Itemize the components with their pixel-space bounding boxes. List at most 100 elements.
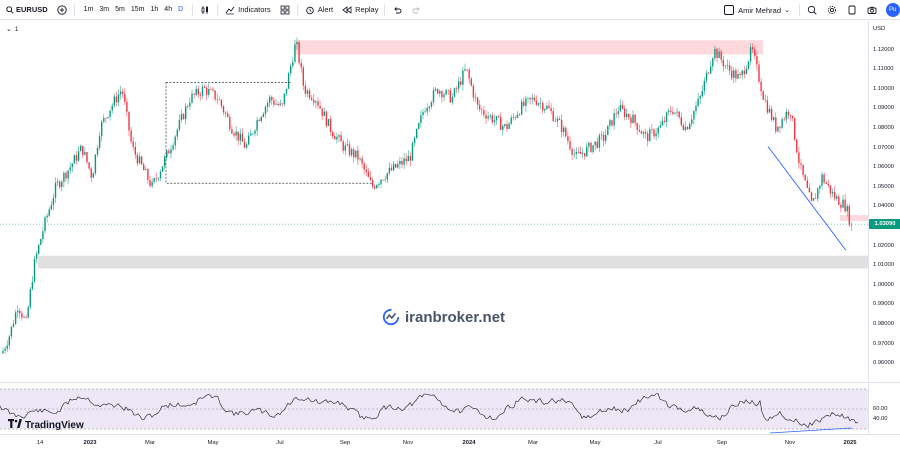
candle-body	[781, 119, 783, 128]
time-tick-label: 2024	[462, 440, 476, 446]
timeframe-D[interactable]: D	[178, 6, 184, 13]
time-tick-label: 2023	[83, 440, 97, 446]
snapshot-button[interactable]	[862, 0, 882, 20]
candle-body	[218, 99, 220, 101]
rsi-pane[interactable]	[0, 382, 868, 434]
candle-body	[231, 129, 233, 134]
price-chart[interactable]: ⌄ 1	[0, 21, 868, 381]
candle-body	[651, 129, 653, 130]
toolbar-divider	[192, 3, 194, 16]
candle-body	[474, 97, 477, 99]
candle-body	[33, 258, 36, 282]
timeframe-1m[interactable]: 1m	[83, 6, 94, 13]
timeframe-1h[interactable]: 1h	[150, 6, 159, 13]
candle-body	[735, 70, 737, 79]
candle-body	[371, 180, 374, 187]
candle-body	[403, 158, 405, 165]
symbol-search[interactable]: EURUSD	[0, 0, 52, 20]
candle-body	[726, 65, 729, 66]
candle-body	[338, 135, 340, 137]
indicators-button[interactable]: Indicators	[220, 0, 275, 20]
candle-body	[672, 111, 674, 114]
candle-body	[487, 116, 489, 119]
candle-body	[840, 204, 842, 208]
candle-body	[126, 101, 128, 112]
candle-body	[682, 125, 685, 130]
candle-body	[529, 97, 531, 100]
timeframe-15m[interactable]: 15m	[130, 6, 145, 13]
plus-circle-icon	[56, 4, 68, 16]
chart-type-button[interactable]	[195, 0, 215, 20]
candle-body	[153, 178, 155, 182]
fullscreen-button[interactable]	[842, 0, 862, 20]
candle-body	[678, 111, 680, 118]
candle-body	[794, 118, 796, 140]
candle-body	[558, 118, 561, 120]
candle-body	[313, 99, 315, 103]
price-axis[interactable]: USD 1.12000 1.11000 1.10000 1.09000 1.08000 1…	[868, 21, 900, 381]
candle-body	[502, 126, 504, 130]
candle-body	[195, 88, 197, 95]
candle-body	[829, 185, 832, 194]
redo-button[interactable]	[407, 0, 427, 20]
replay-button[interactable]: Replay	[337, 0, 382, 20]
indicator-legend-toggle[interactable]: ⌄ 1	[6, 25, 19, 34]
candle-body	[770, 108, 773, 120]
candle-body	[115, 96, 118, 103]
timeframe-3m[interactable]: 3m	[99, 6, 110, 13]
recent-zone	[840, 215, 868, 221]
candle-body	[29, 289, 31, 308]
rsi-axis[interactable]: 60.00 40.00	[868, 382, 900, 434]
candle-body	[334, 136, 336, 140]
candle-body	[575, 151, 577, 154]
candle-body	[281, 103, 283, 105]
replay-label: Replay	[355, 5, 379, 14]
candle-body	[27, 307, 29, 318]
layout-name-button[interactable]: Amir Mehrad ⌄	[720, 0, 797, 20]
candle-body	[695, 105, 697, 112]
candle-body	[476, 97, 479, 105]
candle-body	[422, 112, 424, 116]
time-axis[interactable]: 14 2023 Mar May Jul Sep Nov 2024 Mar May Jul Sep Nov…	[0, 434, 900, 452]
candle-body	[479, 104, 481, 110]
rsi-trendline	[769, 427, 853, 434]
undo-button[interactable]	[387, 0, 407, 20]
tradingview-logo[interactable]: TradingView	[8, 419, 84, 431]
candle-body	[14, 312, 17, 324]
candle-body	[409, 156, 412, 161]
time-tick-label: Mar	[528, 440, 538, 446]
timeframe-5m[interactable]: 5m	[115, 6, 125, 13]
candles-icon	[199, 4, 211, 16]
publish-button[interactable]: Pu	[886, 3, 900, 17]
candle-body	[527, 97, 529, 99]
candle-body	[707, 72, 710, 74]
candle-body	[472, 85, 475, 98]
alert-button[interactable]: Alert	[300, 0, 337, 20]
candle-body	[525, 98, 527, 106]
candle-body	[619, 105, 622, 112]
symbol-name: EURUSD	[16, 5, 48, 14]
candle-body	[699, 96, 701, 99]
candle-body	[359, 158, 361, 160]
rsi-tick-label: 60.00	[873, 406, 888, 412]
toolbar-divider	[384, 3, 386, 16]
candle-body	[311, 98, 313, 100]
compare-symbol-button[interactable]	[52, 0, 72, 20]
timeframe-4h[interactable]: 4h	[164, 6, 173, 13]
support-zone	[38, 255, 868, 269]
candle-body	[432, 90, 435, 103]
candle-body	[273, 100, 275, 105]
candle-body	[827, 183, 829, 186]
candle-body	[159, 171, 162, 179]
candle-body	[315, 101, 317, 103]
candle-body	[663, 120, 666, 122]
candle-body	[369, 176, 372, 181]
layouts-button[interactable]	[275, 0, 295, 20]
quick-search-button[interactable]	[802, 0, 822, 20]
candle-body	[590, 142, 592, 152]
candle-body	[430, 102, 433, 107]
candle-body	[174, 136, 176, 146]
candle-body	[411, 142, 414, 161]
settings-button[interactable]	[822, 0, 842, 20]
watermark-text: iranbroker.net	[405, 308, 506, 326]
